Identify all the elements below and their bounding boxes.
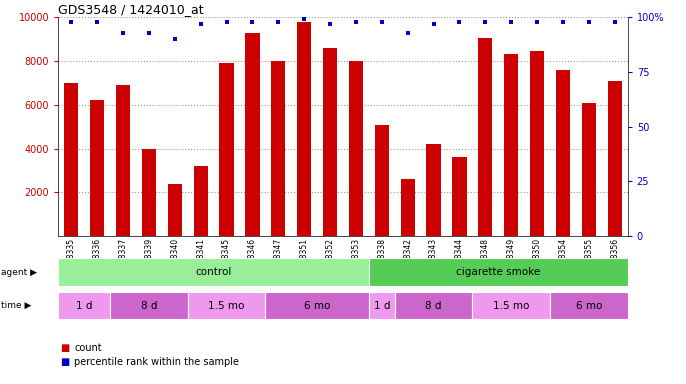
Point xyxy=(221,18,232,25)
Bar xyxy=(58,258,369,286)
Point xyxy=(273,18,284,25)
Bar xyxy=(375,124,389,236)
Point xyxy=(506,18,517,25)
Point xyxy=(143,30,154,36)
Point xyxy=(402,30,413,36)
Point xyxy=(117,30,128,36)
Text: 1.5 mo: 1.5 mo xyxy=(493,301,530,311)
Point xyxy=(583,18,594,25)
Point xyxy=(428,21,439,27)
Text: GDS3548 / 1424010_at: GDS3548 / 1424010_at xyxy=(58,3,204,16)
Point xyxy=(169,36,180,42)
Point xyxy=(196,21,206,27)
Point xyxy=(377,18,388,25)
Point xyxy=(66,18,77,25)
Point xyxy=(532,18,543,25)
Bar xyxy=(246,33,259,236)
Text: 8 d: 8 d xyxy=(141,301,157,311)
Bar xyxy=(452,157,466,236)
Bar xyxy=(582,103,596,236)
Text: 8 d: 8 d xyxy=(425,301,442,311)
Bar xyxy=(64,83,78,236)
Text: 1.5 mo: 1.5 mo xyxy=(209,301,245,311)
Text: ■: ■ xyxy=(60,357,69,367)
Bar xyxy=(323,48,338,236)
Point xyxy=(92,18,103,25)
Bar xyxy=(271,61,285,236)
Point xyxy=(247,18,258,25)
Text: 1 d: 1 d xyxy=(374,301,390,311)
Point xyxy=(480,18,491,25)
Bar xyxy=(142,149,156,236)
Bar xyxy=(504,55,519,236)
Bar xyxy=(90,101,104,236)
Bar xyxy=(427,144,440,236)
Text: ■: ■ xyxy=(60,343,69,353)
Bar xyxy=(369,292,394,319)
Point xyxy=(609,18,620,25)
Bar xyxy=(473,292,550,319)
Bar xyxy=(348,61,363,236)
Text: time ▶: time ▶ xyxy=(1,301,31,310)
Text: 6 mo: 6 mo xyxy=(304,301,330,311)
Text: 1 d: 1 d xyxy=(76,301,93,311)
Point xyxy=(558,18,569,25)
Bar xyxy=(116,85,130,236)
Bar xyxy=(478,38,493,236)
Text: agent ▶: agent ▶ xyxy=(1,268,36,277)
Bar xyxy=(220,63,234,236)
Bar xyxy=(188,292,265,319)
Bar xyxy=(556,70,570,236)
Point xyxy=(298,17,309,23)
Point xyxy=(351,18,362,25)
Bar xyxy=(265,292,369,319)
Bar xyxy=(110,292,188,319)
Bar xyxy=(530,51,544,236)
Point xyxy=(324,21,335,27)
Bar xyxy=(394,292,473,319)
Text: percentile rank within the sample: percentile rank within the sample xyxy=(74,357,239,367)
Text: count: count xyxy=(74,343,102,353)
Bar xyxy=(369,258,628,286)
Bar xyxy=(58,292,110,319)
Bar xyxy=(608,81,622,236)
Point xyxy=(454,18,465,25)
Text: cigarette smoke: cigarette smoke xyxy=(456,267,541,277)
Text: 6 mo: 6 mo xyxy=(576,301,602,311)
Bar xyxy=(193,166,208,236)
Bar xyxy=(167,184,182,236)
Bar xyxy=(297,22,311,236)
Text: control: control xyxy=(196,267,232,277)
Bar xyxy=(550,292,628,319)
Bar xyxy=(401,179,415,236)
